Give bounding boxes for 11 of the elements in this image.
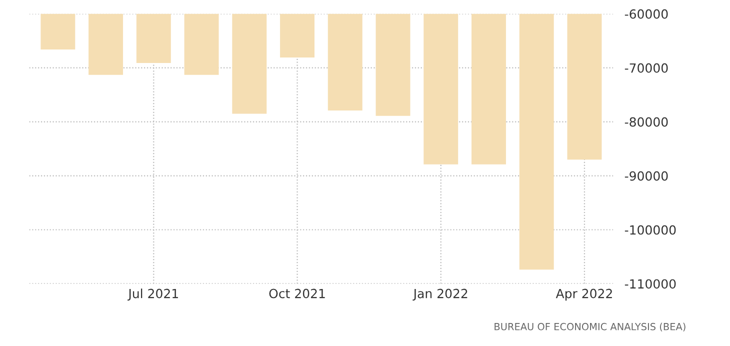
x-tick-label: Oct 2021 (269, 288, 325, 298)
y-tick-label: -70000 (624, 63, 668, 73)
x-tick-label: Jan 2022 (412, 288, 468, 301)
y-tick-label: -90000 (624, 171, 668, 181)
text: BUREAU OF ECONOMIC ANALYSIS (BEA) (494, 322, 686, 332)
x-tick-label: Apr 2022 (556, 288, 612, 301)
x-tick-label: Jul 2021 (128, 288, 178, 301)
y-tick-label: -110000 (624, 279, 676, 289)
y-tick-label: -100000 (624, 225, 676, 235)
y-tick-label: -80000 (624, 117, 668, 127)
y-tick-label: -60000 (624, 9, 668, 19)
